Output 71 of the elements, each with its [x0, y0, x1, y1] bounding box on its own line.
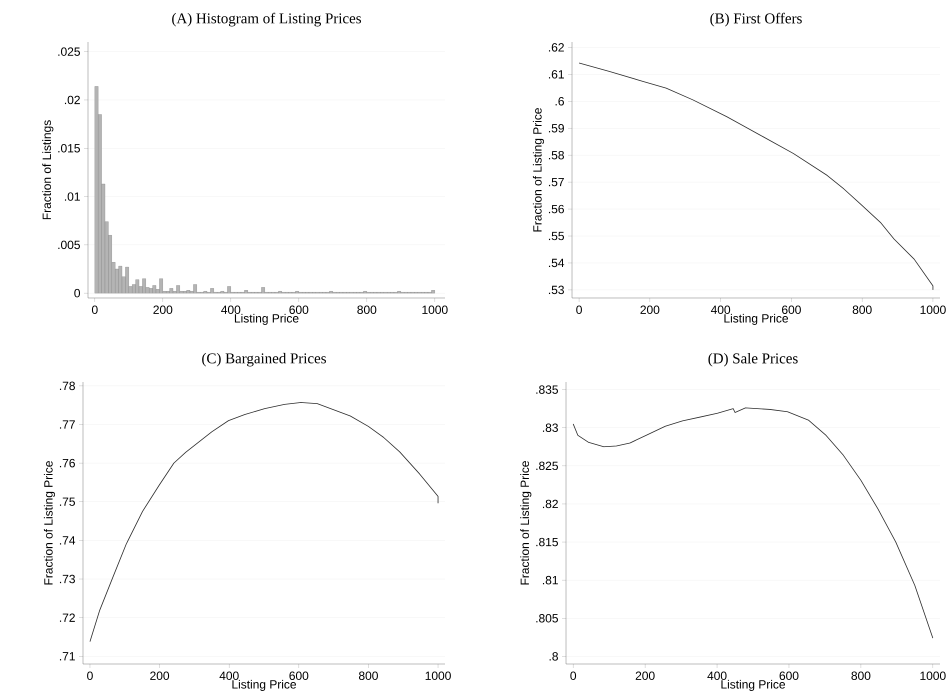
- y-tick-label: .71: [60, 652, 75, 660]
- y-tick-label: .77: [60, 420, 75, 429]
- y-tick-label: .835: [536, 385, 558, 394]
- y-tick-label: .54: [548, 258, 564, 268]
- y-tick-label: .55: [548, 232, 564, 240]
- y-tick-label: .82: [542, 500, 558, 508]
- y-tick-label: .02: [64, 96, 80, 104]
- x-tick-label: 1000: [426, 672, 451, 680]
- x-tick-label: 800: [851, 672, 870, 680]
- x-tick-label: 1000: [920, 306, 946, 314]
- x-tick-label: 600: [289, 306, 308, 314]
- y-tick-label: .53: [548, 286, 564, 294]
- y-tick-label: 0: [74, 288, 80, 298]
- y-tick-label: .59: [548, 124, 564, 132]
- x-axis-title: Listing Price: [232, 680, 296, 691]
- x-tick-label: 200: [640, 306, 660, 314]
- y-tick-label: .005: [58, 240, 80, 250]
- y-tick-label: .58: [548, 150, 564, 160]
- x-tick-label: 0: [570, 672, 576, 680]
- x-tick-label: 1000: [422, 306, 448, 314]
- x-axis-title: Listing Price: [721, 680, 786, 691]
- y-tick-label: .01: [64, 192, 80, 201]
- y-tick-label: .815: [536, 538, 558, 546]
- y-tick-label: .83: [542, 424, 558, 432]
- x-tick-label: 800: [357, 306, 376, 314]
- chart-title: (C) Bargained Prices: [202, 352, 326, 366]
- y-tick-label: .825: [536, 462, 558, 470]
- x-axis-title: Listing Price: [234, 314, 298, 325]
- x-tick-label: 0: [92, 306, 98, 314]
- y-tick-label: .81: [542, 576, 558, 584]
- y-tick-label: .6: [556, 97, 564, 106]
- line-series: [578, 62, 934, 290]
- y-tick-label: .74: [60, 536, 76, 544]
- y-tick-label: .8: [550, 652, 558, 661]
- y-tick-label: .57: [548, 178, 564, 186]
- y-tick-label: .015: [58, 144, 80, 152]
- y-axis-title: Fraction of Listings: [42, 120, 54, 220]
- line-series: [90, 402, 438, 642]
- y-tick-label: .62: [548, 43, 564, 52]
- y-tick-label: .73: [60, 574, 75, 584]
- x-tick-label: 600: [780, 672, 798, 680]
- x-tick-label: 600: [782, 306, 801, 314]
- x-tick-label: 200: [150, 672, 170, 680]
- line-series: [572, 408, 934, 638]
- x-tick-label: 400: [220, 672, 239, 680]
- x-axis-title: Listing Price: [724, 314, 788, 325]
- y-tick-label: .78: [60, 382, 75, 390]
- y-tick-label: .025: [58, 47, 80, 56]
- x-tick-label: 1000: [920, 672, 946, 680]
- y-tick-label: .61: [548, 70, 564, 79]
- y-tick-label: .75: [60, 498, 75, 506]
- x-tick-label: 400: [710, 306, 730, 314]
- y-tick-label: .805: [536, 614, 558, 622]
- x-tick-label: 800: [358, 672, 378, 680]
- y-tick-label: .76: [60, 458, 75, 468]
- y-tick-label: .72: [60, 613, 75, 622]
- chart-title: (A) Histogram of Listing Prices: [172, 12, 361, 26]
- y-axis-title: Fraction of Listing Price: [520, 461, 532, 584]
- x-tick-label: 200: [153, 306, 172, 314]
- x-tick-label: 400: [707, 672, 727, 680]
- x-tick-label: 400: [221, 306, 240, 314]
- x-tick-label: 0: [87, 672, 93, 680]
- x-tick-label: 200: [636, 672, 655, 680]
- y-tick-label: .56: [548, 204, 564, 214]
- x-tick-label: 800: [852, 306, 872, 314]
- chart-title: (B) First Offers: [710, 12, 802, 27]
- x-tick-label: 0: [576, 306, 582, 314]
- chart-title: (D) Sale Prices: [708, 352, 798, 367]
- y-axis-title: Fraction of Listing Price: [532, 108, 544, 232]
- x-tick-label: 600: [289, 672, 308, 680]
- y-axis-title: Fraction of Listing Price: [44, 461, 56, 584]
